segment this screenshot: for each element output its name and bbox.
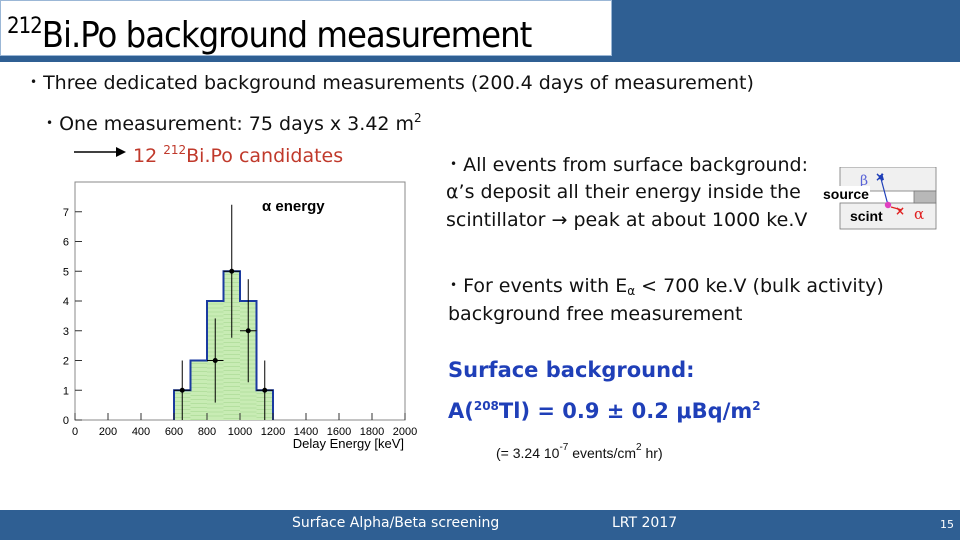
source-label: source bbox=[822, 186, 870, 202]
bullet-bulk-after: < 700 ke.V (bulk activity) bbox=[635, 275, 884, 297]
y-axis-ticks: 0 1 2 3 4 5 6 7 bbox=[63, 207, 82, 427]
source-strip bbox=[913, 190, 937, 204]
x-tick-label: 1600 bbox=[327, 426, 351, 438]
x-tick-label: 400 bbox=[132, 426, 150, 438]
bullet-measurements-text: Three dedicated background measurements … bbox=[43, 72, 754, 94]
footer-bar bbox=[0, 510, 960, 540]
mu-symbol: μ bbox=[676, 399, 692, 423]
candidates-count: 12 bbox=[133, 145, 158, 167]
data-point bbox=[179, 387, 185, 393]
bullet-one-measurement-text: One measurement: 75 days x 3.42 m bbox=[59, 113, 415, 135]
candidates-line: 12 212Bi.Po candidates bbox=[133, 136, 343, 170]
bullet-bulk: • For events with Eα < 700 ke.V (bulk act… bbox=[450, 275, 884, 298]
title-text: Bi.Po background measurement bbox=[41, 15, 533, 56]
result-value: A(208Tl) = 0.9 ± 0.2 μBq/m2 bbox=[448, 392, 761, 425]
alpha-energy-label: α energy bbox=[262, 198, 325, 215]
data-point bbox=[245, 328, 251, 334]
x-tick-label: 200 bbox=[99, 426, 117, 438]
y-tick-label: 5 bbox=[63, 266, 69, 278]
title-superscript: 212 bbox=[7, 14, 43, 39]
histogram-bar bbox=[223, 271, 240, 420]
bullet-bulk-subscript: α bbox=[627, 284, 636, 298]
x-tick-label: 0 bbox=[72, 426, 78, 438]
decay-point bbox=[884, 201, 892, 209]
beta-symbol: β bbox=[860, 173, 868, 189]
bullet-measurements: • Three dedicated background measurements… bbox=[30, 72, 754, 94]
result-number: Tl) = 0.9 ± 0.2 bbox=[498, 399, 677, 423]
y-tick-label: 6 bbox=[63, 237, 69, 249]
conversion-before: (= 3.24 10 bbox=[496, 445, 560, 461]
y-tick-label: 3 bbox=[63, 326, 69, 338]
bullet-surface-line3: scintillator → peak at about 1000 ke.V bbox=[446, 206, 807, 234]
x-tick-label: 1400 bbox=[294, 426, 318, 438]
y-tick-label: 1 bbox=[63, 385, 69, 397]
data-point bbox=[229, 268, 235, 274]
y-tick-label: 4 bbox=[63, 296, 69, 308]
conversion-area-exponent: 2 bbox=[636, 442, 642, 453]
histogram-outline-path bbox=[173, 270, 274, 420]
slide-number: 15 bbox=[940, 518, 954, 531]
x-axis-label: Delay Energy [keV] bbox=[293, 436, 404, 451]
result-unit-superscript: 2 bbox=[752, 399, 761, 413]
conversion-mid: events/cm bbox=[568, 445, 637, 461]
x-tick-label: 1800 bbox=[360, 426, 384, 438]
histogram-bar bbox=[190, 360, 207, 420]
title-box: 212Bi.Po background measurement bbox=[0, 0, 612, 56]
alpha-symbol: α bbox=[446, 181, 459, 203]
bullet-surface-line1: All events from surface background: bbox=[463, 154, 809, 176]
x-tick-label: 1000 bbox=[228, 426, 252, 438]
arrow-icon bbox=[74, 147, 126, 157]
bullet-bulk-line2-text: background free measurement bbox=[448, 303, 743, 325]
energy-histogram: 0 200 400 600 800 1000 1200 1400 1600 1800 2000 0 1… bbox=[63, 181, 417, 451]
x-tick-label: 1200 bbox=[261, 426, 285, 438]
footer-title: Surface Alpha/Beta screening bbox=[292, 515, 500, 531]
bullet-bulk-before: For events with E bbox=[463, 275, 628, 297]
result-prefix: A( bbox=[448, 399, 474, 423]
bullet-bulk-line2: background free measurement bbox=[448, 300, 742, 328]
x-axis-ticks: 0 200 400 600 800 1000 1200 1400 1600 1800 2000 bbox=[72, 413, 417, 438]
candidates-label: Bi.Po candidates bbox=[186, 145, 344, 167]
x-tick-label: 600 bbox=[165, 426, 183, 438]
y-tick-label: 0 bbox=[63, 415, 69, 427]
area-superscript: 2 bbox=[414, 111, 422, 125]
result-isotope-superscript: 208 bbox=[473, 399, 499, 413]
data-point bbox=[262, 387, 268, 393]
x-tick-label: 2000 bbox=[393, 426, 417, 438]
conversion-after: hr) bbox=[641, 445, 663, 461]
result-heading: Surface background: bbox=[448, 358, 695, 382]
x-tick-label: 800 bbox=[198, 426, 216, 438]
bullet-surface-line2-text: ’s deposit all their energy inside the bbox=[458, 181, 801, 203]
slide-title: 212Bi.Po background measurement bbox=[7, 5, 533, 58]
candidates-superscript: 212 bbox=[163, 143, 187, 157]
histogram-outline bbox=[173, 270, 274, 420]
result-unit: Bq/m bbox=[691, 399, 753, 423]
conversion-exponent: -7 bbox=[559, 442, 569, 453]
diagram-alpha-symbol: α bbox=[914, 205, 924, 223]
data-points bbox=[174, 204, 273, 420]
bullet-one-measurement: • One measurement: 75 days x 3.42 m2 bbox=[46, 111, 422, 135]
footer-event: LRT 2017 bbox=[612, 515, 678, 531]
y-tick-label: 2 bbox=[63, 356, 69, 368]
alpha-cross-icon: × bbox=[895, 204, 905, 218]
scint-label: scint bbox=[850, 208, 883, 224]
bullet-surface-line3-text: scintillator → peak at about 1000 ke.V bbox=[446, 209, 808, 231]
conversion-note: (= 3.24 10-7 events/cm2 hr) bbox=[496, 438, 663, 463]
bullet-surface-line2: α’s deposit all their energy inside the bbox=[446, 178, 801, 206]
bullet-surface: • All events from surface background: bbox=[450, 154, 809, 176]
y-tick-label: 7 bbox=[63, 207, 69, 219]
data-point bbox=[212, 358, 218, 363]
